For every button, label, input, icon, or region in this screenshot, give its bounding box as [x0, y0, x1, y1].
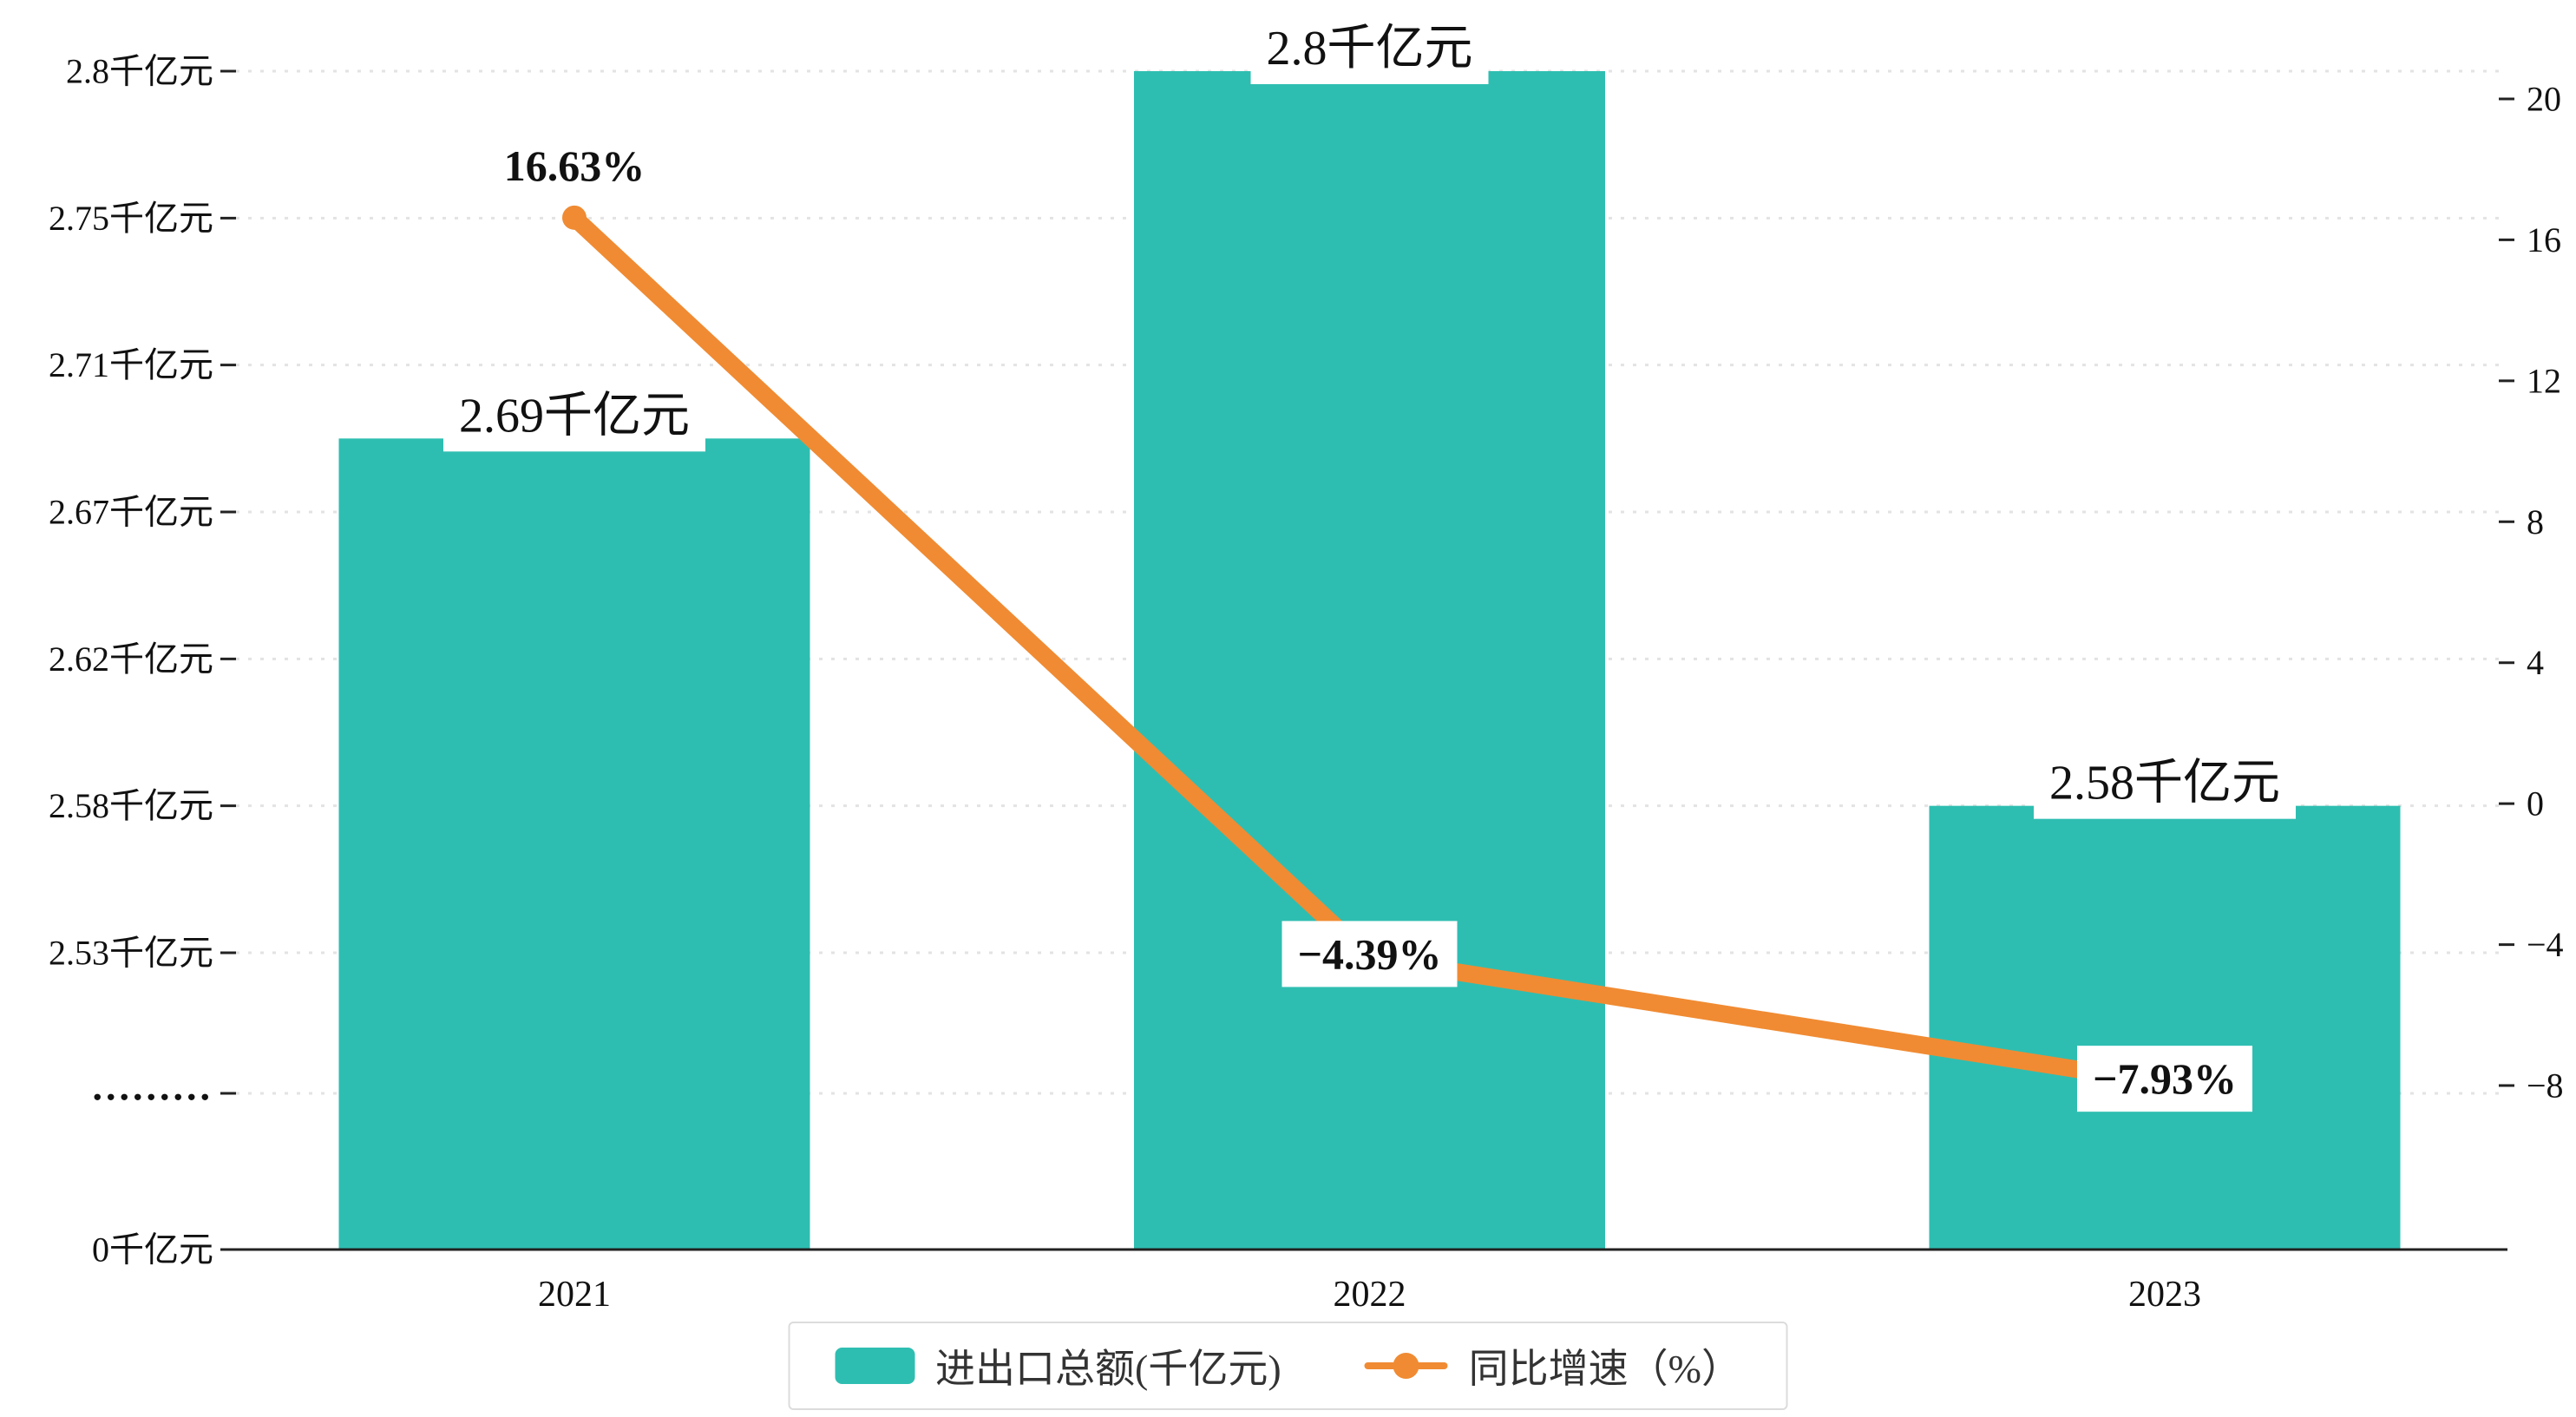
growth-point-2021[interactable]: [562, 205, 587, 230]
left-axis-label-4: 2.62千亿元: [49, 640, 213, 679]
legend-bar-label: 进出口总额(千亿元): [935, 1347, 1281, 1391]
legend-item-line-series[interactable]: 同比增速（%）: [1364, 1337, 1741, 1394]
bar-2022[interactable]: [1134, 71, 1605, 1250]
growth-label-2023: −7.93%: [2093, 1054, 2237, 1103]
x-axis-label-2022: 2022: [1334, 1275, 1406, 1315]
bar-label-2021-bg: [443, 380, 705, 452]
x-axis-label-2021: 2021: [538, 1275, 611, 1315]
left-axis-label-3: 2.67千亿元: [49, 493, 213, 532]
left-axis-label-6: 2.53千亿元: [49, 934, 213, 973]
left-axis-label-0: 2.8千亿元: [66, 52, 213, 91]
growth-label-2021: 16.63%: [504, 141, 646, 190]
legend-line-dot-icon: [1393, 1353, 1419, 1379]
legend-line-marker: [1364, 1348, 1448, 1384]
right-axis-label-4: 4: [2527, 643, 2544, 682]
right-axis-label-5: 0: [2527, 784, 2544, 823]
legend-item-bar-series[interactable]: 进出口总额(千亿元): [835, 1337, 1281, 1394]
right-axis-label-6: −4: [2527, 925, 2564, 964]
bar-label-2022-bg: [1250, 13, 1489, 84]
growth-label-2022-bg: [1281, 921, 1458, 987]
bar-2021[interactable]: [338, 438, 810, 1250]
bar-label-2022: 2.8千亿元: [1267, 22, 1473, 75]
left-axis-label-5: 2.58千亿元: [49, 786, 213, 825]
growth-label-2021-bg: [488, 132, 661, 199]
left-axis-break-label: .........: [93, 1065, 214, 1109]
left-axis-label-1: 2.75千亿元: [49, 199, 213, 238]
left-axis-zero-label: 0千亿元: [92, 1230, 213, 1269]
right-axis-label-1: 16: [2527, 220, 2561, 259]
growth-label-2022: −4.39%: [1298, 929, 1442, 978]
legend-line-label: 同比增速（%）: [1468, 1347, 1741, 1391]
right-axis-label-0: 20: [2527, 80, 2561, 119]
legend: 进出口总额(千亿元) 同比增速（%）: [788, 1322, 1788, 1410]
bar-label-2023: 2.58千亿元: [2049, 757, 2280, 810]
x-axis-label-2023: 2023: [2128, 1275, 2201, 1315]
right-axis-label-7: −8: [2527, 1066, 2564, 1105]
growth-label-2023-bg: [2077, 1046, 2252, 1112]
legend-bar-marker: [835, 1348, 915, 1384]
bar-2023[interactable]: [1929, 805, 2401, 1250]
bar-label-2021: 2.69千亿元: [459, 389, 690, 443]
left-axis-label-2: 2.71千亿元: [49, 345, 213, 384]
right-axis-label-3: 8: [2527, 502, 2544, 541]
bar-label-2023-bg: [2034, 747, 2296, 819]
right-axis-label-2: 12: [2527, 361, 2561, 400]
